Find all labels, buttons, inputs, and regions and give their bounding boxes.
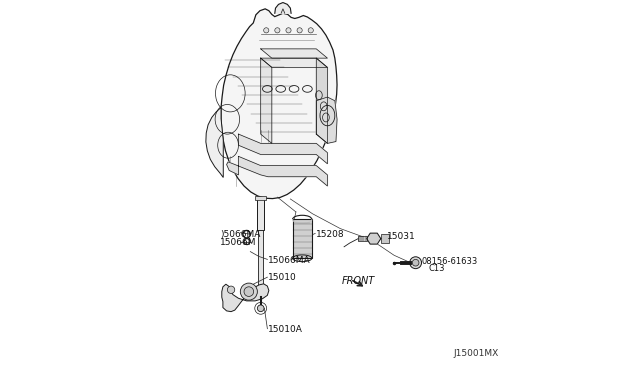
Circle shape	[240, 283, 257, 300]
Polygon shape	[227, 156, 328, 186]
Polygon shape	[221, 9, 337, 199]
Circle shape	[412, 259, 419, 266]
Circle shape	[275, 28, 280, 33]
Bar	[255, 196, 266, 200]
Circle shape	[286, 28, 291, 33]
Text: 15031: 15031	[387, 231, 415, 241]
Polygon shape	[316, 58, 328, 143]
Text: FRONT: FRONT	[342, 276, 375, 286]
Polygon shape	[316, 97, 337, 143]
Bar	[292, 219, 312, 258]
Text: 15066MA: 15066MA	[268, 256, 311, 264]
Bar	[257, 198, 264, 231]
Circle shape	[264, 28, 269, 33]
Bar	[381, 234, 389, 243]
Polygon shape	[260, 49, 328, 58]
Polygon shape	[367, 233, 381, 244]
Text: 08156-61633: 08156-61633	[422, 257, 478, 266]
Text: C13: C13	[428, 264, 445, 273]
Circle shape	[410, 257, 422, 269]
Text: 15010A: 15010A	[268, 325, 303, 334]
Circle shape	[244, 287, 253, 296]
Polygon shape	[239, 134, 328, 164]
Circle shape	[297, 28, 302, 33]
Circle shape	[257, 305, 264, 312]
Circle shape	[227, 286, 235, 294]
Text: )5066MA: )5066MA	[220, 230, 260, 239]
Polygon shape	[260, 58, 272, 143]
Bar	[358, 236, 367, 241]
Polygon shape	[275, 3, 291, 13]
Polygon shape	[222, 284, 269, 312]
Polygon shape	[281, 9, 285, 13]
Polygon shape	[206, 108, 223, 177]
Text: 15010: 15010	[268, 273, 297, 282]
Circle shape	[308, 28, 314, 33]
Text: 15066M: 15066M	[220, 238, 257, 247]
Polygon shape	[260, 58, 328, 67]
Bar	[259, 231, 263, 297]
Text: 15208: 15208	[316, 230, 345, 239]
Text: J15001MX: J15001MX	[453, 349, 499, 358]
